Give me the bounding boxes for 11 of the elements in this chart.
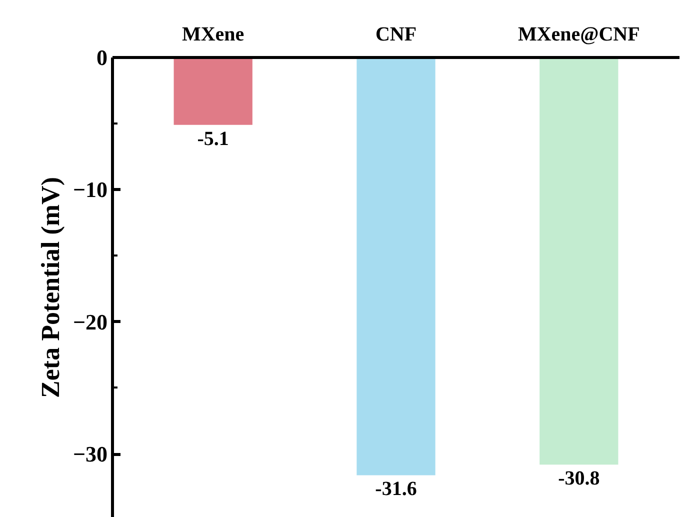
x-tick-label: MXene@CNF	[518, 24, 640, 46]
x-tick-label: MXene	[182, 24, 244, 46]
data-label: -31.6	[375, 478, 417, 500]
data-label: -30.8	[558, 468, 600, 490]
y-axis-title: Zeta Potential (mV)	[36, 177, 65, 398]
data-label: -5.1	[197, 128, 229, 150]
y-tick-label: −30	[72, 442, 108, 467]
x-tick-label: CNF	[375, 24, 417, 46]
y-tick-label: −20	[72, 309, 108, 334]
y-tick-label: 0	[96, 45, 108, 70]
y-tick-label: −10	[72, 177, 108, 202]
